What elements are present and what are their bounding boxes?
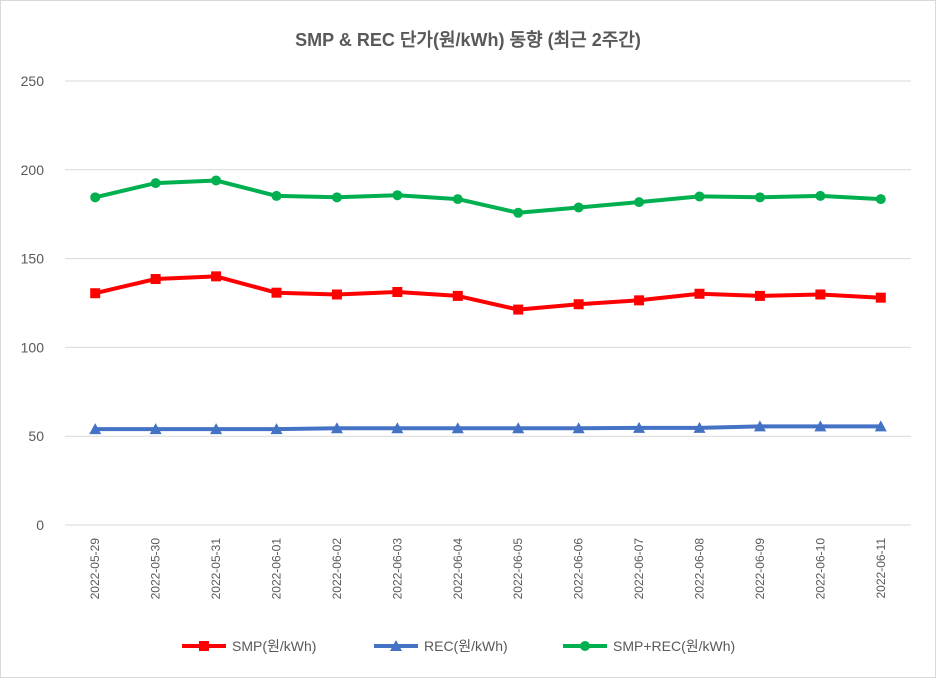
data-point-smp	[694, 288, 705, 299]
data-point-smp	[271, 287, 282, 298]
y-tick-label: 0	[36, 517, 44, 533]
data-point-rec	[753, 420, 766, 432]
data-point-smp	[150, 274, 161, 285]
data-point-smp	[815, 289, 826, 300]
data-point-rec	[89, 423, 102, 435]
data-point-smp	[513, 304, 524, 315]
y-tick-label: 150	[21, 251, 45, 267]
data-point-total	[875, 194, 886, 205]
data-point-rec	[814, 420, 827, 432]
y-tick-label: 250	[21, 73, 45, 89]
x-axis-ticks: 2022-05-29 2022-05-30 2022-05-31 2022-06-01…	[88, 538, 888, 600]
data-point-total	[452, 194, 463, 205]
data-point-rec	[874, 420, 887, 432]
x-tick-label: 2022-05-30	[149, 538, 163, 600]
chart-title: SMP & REC 단가(원/kWh) 동향 (최근 2주간)	[295, 30, 641, 50]
data-point-smp	[875, 292, 886, 303]
x-tick-label: 2022-06-10	[813, 538, 827, 600]
data-point-smp	[634, 295, 645, 306]
data-point-rec	[391, 422, 404, 434]
data-point-total	[150, 178, 161, 189]
series-line-1	[93, 424, 883, 432]
data-point-smp	[90, 288, 101, 299]
data-point-total	[271, 190, 282, 201]
x-tick-label: 2022-06-05	[511, 538, 525, 600]
x-tick-label: 2022-06-07	[632, 538, 646, 600]
legend-marker-triangle	[390, 640, 402, 651]
x-tick-label: 2022-06-01	[270, 538, 284, 600]
x-tick-label: 2022-06-04	[451, 538, 465, 600]
x-tick-label: 2022-06-03	[390, 538, 404, 600]
data-point-smp	[392, 286, 403, 297]
data-point-smp	[754, 290, 765, 301]
x-tick-label: 2022-05-29	[88, 538, 102, 600]
y-tick-label: 200	[21, 162, 45, 178]
data-point-smp	[573, 299, 584, 310]
data-point-rec	[633, 421, 646, 433]
gridlines	[65, 80, 911, 526]
data-point-rec	[149, 423, 162, 435]
x-tick-label: 2022-06-11	[874, 538, 888, 599]
data-point-smp	[211, 271, 222, 282]
legend-label: REC(원/kWh)	[424, 638, 508, 654]
data-point-rec	[270, 423, 283, 435]
data-point-rec	[512, 422, 525, 434]
y-tick-label: 100	[21, 339, 45, 355]
series-line-2	[93, 178, 883, 215]
data-point-rec	[451, 422, 464, 434]
y-tick-label: 50	[28, 428, 44, 444]
data-point-total	[694, 191, 705, 202]
legend-label: SMP+REC(원/kWh)	[613, 638, 735, 654]
data-point-total	[211, 175, 222, 186]
x-tick-label: 2022-05-31	[209, 538, 223, 600]
x-tick-label: 2022-06-06	[572, 538, 586, 600]
data-point-total	[573, 202, 584, 213]
data-point-rec	[572, 422, 585, 434]
data-point-rec	[693, 421, 706, 433]
series-group	[89, 175, 887, 435]
legend: SMP(원/kWh) REC(원/kWh) SMP+REC(원/kWh)	[182, 638, 735, 654]
series-line-0	[93, 274, 883, 312]
data-point-total	[815, 190, 826, 201]
x-tick-label: 2022-06-09	[753, 538, 767, 600]
data-point-total	[331, 192, 342, 203]
data-point-total	[634, 197, 645, 208]
x-tick-label: 2022-06-02	[330, 538, 344, 600]
x-tick-label: 2022-06-08	[693, 538, 707, 600]
data-point-smp	[331, 289, 342, 300]
legend-marker-square	[199, 641, 209, 651]
y-axis-ticks: 0 50 100 150 200 250	[21, 73, 45, 533]
data-point-total	[513, 207, 524, 218]
data-point-total	[90, 192, 101, 203]
data-point-rec	[330, 422, 343, 434]
data-point-rec	[210, 423, 223, 435]
data-point-total	[392, 190, 403, 201]
data-point-total	[754, 192, 765, 203]
legend-label: SMP(원/kWh)	[232, 638, 316, 654]
data-point-smp	[452, 290, 463, 301]
legend-marker-circle	[580, 641, 590, 651]
